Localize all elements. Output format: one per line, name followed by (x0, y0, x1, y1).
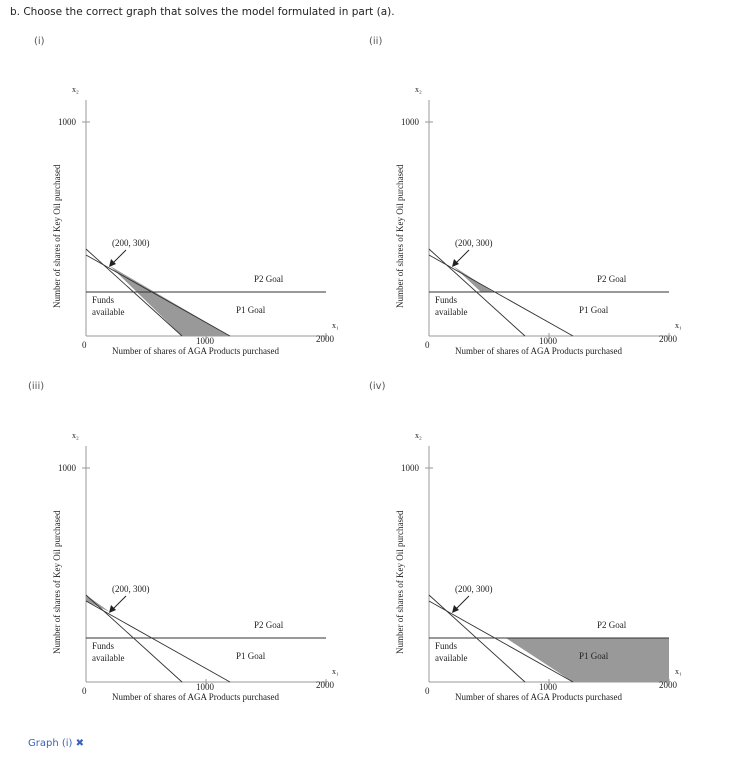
p2-goal-label: P2 Goal (597, 620, 627, 630)
point-label: (200, 300) (112, 238, 150, 248)
y-tick-label: 1000 (401, 117, 420, 127)
shaded-region (86, 595, 110, 612)
p1-goal-line (85, 600, 231, 683)
funds-label-line1: Funds (435, 295, 458, 305)
x-axis-label: Number of shares of AGA Products purchas… (455, 692, 622, 702)
point-arrow (454, 595, 470, 611)
option-label-iii[interactable]: (iii) (28, 381, 45, 392)
point-arrow (111, 249, 127, 265)
point-arrowhead (109, 259, 116, 267)
question-text: b. Choose the correct graph that solves … (10, 6, 395, 18)
x-axis-variable: x₁ (332, 667, 339, 676)
funds-label-line2: available (92, 307, 124, 317)
p2-goal-label: P2 Goal (597, 274, 627, 284)
graph-option-iv[interactable]: x₂ 1000 0 1000 2000 x₁ Number of shares of AGA… (393, 426, 732, 766)
funds-label-line1: Funds (92, 641, 115, 651)
x-tick-label-2000: 2000 (659, 680, 678, 690)
point-label: (200, 300) (455, 584, 493, 594)
graph-option-iii[interactable]: x₂ 1000 0 1000 2000 x₁ Number of shares of AGA… (50, 426, 390, 766)
p1-goal-label: P1 Goal (579, 305, 609, 315)
p2-goal-label: P2 Goal (254, 274, 284, 284)
x-axis-label: Number of shares of AGA Products purchas… (112, 692, 279, 702)
x-axis-label: Number of shares of AGA Products purchas… (112, 346, 279, 356)
graph-option-ii[interactable]: x₂ 1000 0 1000 2000 x₁ Number of shares of AGA… (393, 80, 732, 420)
graph-answer-link[interactable]: Graph (i) ✖ (28, 738, 84, 749)
p1-goal-line (428, 254, 574, 337)
shaded-region (110, 266, 230, 336)
point-arrowhead (109, 605, 116, 613)
point-arrowhead (452, 259, 459, 267)
y-axis-label: Number of shares of Key Oil purchased (52, 164, 62, 308)
shaded-feasible-area (506, 638, 669, 682)
option-label-iv[interactable]: (iv) (369, 381, 386, 392)
funds-label-line1: Funds (435, 641, 458, 651)
origin-label: 0 (82, 686, 87, 696)
funds-label-line2: available (435, 307, 467, 317)
option-label-i[interactable]: (i) (34, 36, 45, 47)
point-label: (200, 300) (112, 584, 150, 594)
y-axis-label: Number of shares of Key Oil purchased (395, 164, 405, 308)
y-tick-label: 1000 (58, 463, 77, 473)
x-axis-label: Number of shares of AGA Products purchas… (455, 346, 622, 356)
y-axis-variable: x₂ (415, 431, 422, 440)
funds-label-line2: available (435, 653, 467, 663)
y-axis-label: Number of shares of Key Oil purchased (52, 510, 62, 654)
shaded-feasible-area (86, 595, 110, 612)
y-axis-label: Number of shares of Key Oil purchased (395, 510, 405, 654)
point-arrow (111, 595, 127, 611)
x-axis-variable: x₁ (332, 321, 339, 330)
shaded-region (506, 638, 669, 682)
x-axis-variable: x₁ (675, 321, 682, 330)
funds-label-line2: available (92, 653, 124, 663)
y-axis-variable: x₂ (72, 85, 79, 94)
x-tick-label-2000: 2000 (316, 334, 335, 344)
p1-goal-label: P1 Goal (579, 651, 609, 661)
funds-label-line1: Funds (92, 295, 115, 305)
point-label: (200, 300) (455, 238, 493, 248)
origin-label: 0 (425, 340, 430, 350)
p1-goal-label: P1 Goal (236, 305, 266, 315)
funds-constraint-line (85, 594, 183, 683)
y-tick-label: 1000 (58, 117, 77, 127)
x-tick-label-1000: 1000 (196, 336, 215, 346)
p2-goal-label: P2 Goal (254, 620, 284, 630)
p1-goal-line (85, 254, 231, 337)
point-arrow (454, 249, 470, 265)
x-tick-label-2000: 2000 (659, 334, 678, 344)
y-axis-variable: x₂ (415, 85, 422, 94)
x-tick-label-1000: 1000 (539, 682, 558, 692)
y-axis-variable: x₂ (72, 431, 79, 440)
x-tick-label-1000: 1000 (196, 682, 215, 692)
y-tick-label: 1000 (401, 463, 420, 473)
x-tick-label-2000: 2000 (316, 680, 335, 690)
p1-goal-label: P1 Goal (236, 651, 266, 661)
shaded-feasible-area (110, 266, 230, 336)
p1-goal-line (428, 600, 574, 683)
graph-option-i[interactable]: x₂ 1000 0 1000 2000 x₁ Number of shares of AGA… (50, 80, 390, 420)
left-bracket (0, 185, 8, 207)
x-tick-label-1000: 1000 (539, 336, 558, 346)
x-axis-variable: x₁ (675, 667, 682, 676)
origin-label: 0 (82, 340, 87, 350)
funds-constraint-line (428, 248, 526, 337)
option-label-ii[interactable]: (ii) (369, 36, 383, 47)
funds-constraint-line (85, 248, 183, 337)
point-arrowhead (452, 605, 459, 613)
origin-label: 0 (425, 686, 430, 696)
